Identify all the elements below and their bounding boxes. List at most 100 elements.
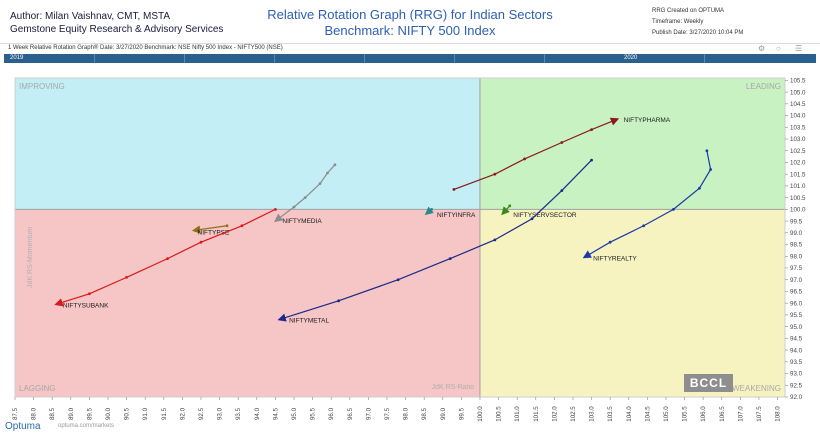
y-tick-label: 100.0	[790, 207, 806, 214]
x-tick-label: 103.0	[589, 406, 596, 422]
series-point-niftymetal	[560, 189, 564, 192]
series-point-niftyrealty	[672, 207, 675, 211]
optuma-logo: Optuma	[5, 421, 41, 432]
y-tick-label: 97.5	[790, 265, 803, 272]
author-block: Author: Milan Vaishnav, CMT, MSTA Gemsto…	[10, 10, 223, 36]
x-tick-label: 99.5	[458, 407, 465, 420]
x-tick-label: 88.5	[49, 407, 56, 420]
y-tick-label: 95.5	[790, 312, 803, 319]
series-line-niftymedia	[274, 164, 336, 223]
series-point-niftyrealty	[608, 240, 612, 244]
series-point-niftysubank	[87, 292, 91, 296]
y-tick-label: 103.0	[790, 136, 806, 143]
x-tick-label: 97.5	[384, 407, 391, 420]
y-tick-label: 96.0	[790, 300, 803, 307]
series-point-niftysubank	[166, 257, 169, 261]
x-tick-label: 91.0	[142, 407, 149, 420]
series-point-niftysubank	[125, 275, 128, 279]
series-point-niftypharma	[493, 172, 497, 176]
timeline-tick	[94, 54, 95, 63]
y-tick-label: 93.5	[790, 359, 803, 366]
timeline-tick	[364, 54, 365, 63]
timeline-tick	[274, 54, 275, 63]
y-tick-label: 101.0	[790, 183, 806, 190]
y-tick-label: 96.5	[790, 289, 803, 296]
y-tick-label: 95.0	[790, 324, 803, 331]
x-tick-label: 105.0	[663, 406, 670, 422]
series-point-niftyrealty	[705, 149, 709, 153]
series-point-niftymedia	[303, 196, 307, 200]
timeframe: Timeframe: Weekly	[652, 19, 704, 25]
x-tick-label: 90.0	[105, 407, 112, 420]
meta-block: RRG Created on OPTUMA Timeframe: Weekly …	[652, 6, 743, 39]
x-tick-label: 96.5	[347, 407, 354, 420]
x-tick-label: 90.5	[124, 407, 131, 420]
timeline-tick	[704, 54, 705, 63]
y-tick-label: 94.0	[790, 347, 803, 354]
x-tick-label: 101.0	[514, 406, 521, 422]
timeline-slider[interactable]: 2019 2020	[4, 54, 816, 63]
quadrant-weakening	[479, 209, 785, 397]
chart-info-text: 1 Week Relative Rotation Graph® Date: 3/…	[8, 45, 283, 51]
x-tick-label: 95.5	[310, 407, 317, 420]
x-tick-label: 106.5	[719, 406, 726, 422]
menu-icon[interactable]: ☰	[795, 44, 803, 53]
series-point-niftypharma	[560, 141, 564, 144]
y-tick-label: 93.0	[790, 371, 803, 378]
x-tick-label: 98.5	[421, 407, 428, 420]
x-tick-label: 93.0	[217, 407, 224, 420]
series-point-niftymetal	[448, 257, 452, 261]
x-tick-label: 92.0	[179, 407, 186, 420]
y-tick-label: 99.5	[790, 218, 803, 225]
series-point-niftypharma	[523, 157, 527, 161]
chart-info-bar: 1 Week Relative Rotation Graph® Date: 3/…	[0, 43, 820, 54]
y-tick-label: 105.5	[790, 78, 806, 85]
series-point-niftypharma	[590, 128, 593, 132]
x-tick-label: 91.5	[161, 407, 168, 420]
series-point-niftymetal	[590, 158, 593, 162]
series-label-niftypharma: NIFTYPHARMA	[624, 117, 671, 124]
x-tick-label: 107.5	[756, 406, 763, 422]
publish-date: Publish Date: 3/27/2020 10:04 PM	[652, 30, 744, 36]
y-tick-label: 99.0	[790, 230, 803, 237]
chart-title: Relative Rotation Graph (RRG) for Indian…	[267, 7, 553, 22]
x-tick-label: 100.5	[496, 406, 503, 422]
x-tick-label: 87.5	[12, 407, 19, 420]
series-label-niftypse: NIFTYPSE	[198, 229, 230, 236]
quadrant-lagging	[15, 209, 480, 397]
series-label-niftymedia: NIFTYMEDIA	[282, 218, 322, 225]
y-tick-label: 97.0	[790, 277, 803, 284]
series-point-niftysubank	[273, 207, 277, 211]
x-tick-label: 99.0	[440, 407, 447, 420]
series-point-niftymedia	[326, 171, 329, 175]
series-point-niftymedia	[333, 163, 337, 167]
timeline-tick	[454, 54, 455, 63]
y-tick-label: 104.0	[790, 113, 806, 120]
chart-title-block: Relative Rotation Graph (RRG) for Indian…	[240, 7, 580, 39]
series-line-niftymetal	[277, 159, 592, 322]
series-label-niftymetal: NIFTYMETAL	[289, 318, 329, 325]
pin-icon[interactable]: ○	[776, 44, 781, 53]
series-label-niftyservsector: NIFTYSERVSECTOR	[513, 212, 577, 219]
x-tick-label: 105.5	[682, 406, 689, 422]
timeline-tick	[184, 54, 185, 63]
timeline-year-2020: 2020	[624, 55, 638, 61]
y-tick-label: 92.0	[790, 394, 803, 401]
y-tick-label: 98.0	[790, 253, 803, 260]
y-tick-label: 100.5	[790, 195, 806, 202]
x-tick-label: 98.0	[403, 407, 410, 420]
series-point-niftysubank	[199, 240, 203, 244]
series-point-niftymedia	[318, 182, 322, 185]
x-tick-label: 104.0	[626, 406, 633, 422]
y-tick-label: 102.5	[790, 148, 806, 155]
y-tick-label: 105.0	[790, 89, 806, 96]
options-icon[interactable]: ⚙	[758, 44, 766, 53]
series-line-niftypharma	[453, 117, 620, 190]
series-label-niftysubank: NIFTYSUBANK	[63, 302, 109, 309]
series-point-niftypse	[225, 224, 229, 228]
x-tick-label: 100.0	[477, 406, 484, 422]
timeline-tick	[544, 54, 545, 63]
quadrant-improving	[15, 78, 480, 210]
y-tick-label: 103.5	[790, 124, 806, 131]
x-tick-label: 94.0	[254, 407, 261, 420]
